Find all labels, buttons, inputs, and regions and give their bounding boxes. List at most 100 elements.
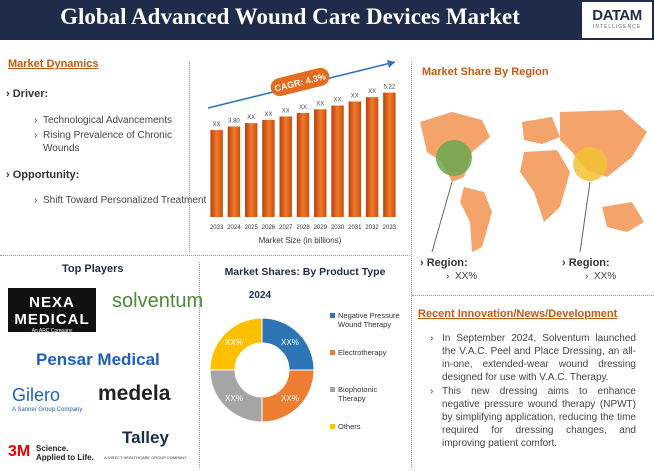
player-name: Pensar Medical	[36, 350, 160, 369]
value-label: XX	[264, 112, 272, 118]
page-title: Global Advanced Wound Care Devices Marke…	[60, 4, 520, 29]
divider	[412, 295, 654, 296]
world-map	[420, 110, 647, 253]
player-tagline: Science. Applied to Life.	[36, 444, 94, 462]
value-label: 5.22	[384, 85, 396, 91]
donut-chart: Market Shares: By Product Type 2024 XX% N…	[209, 266, 400, 431]
divider	[0, 255, 410, 256]
x-axis-label: Market Size (in billions)	[259, 236, 342, 245]
value-label: XX	[316, 101, 324, 107]
south-america	[460, 187, 492, 252]
driver-item: Rising Prevalence of Chronic Wounds	[34, 129, 188, 155]
player-logo: NEXA MEDICAL An ARC Company	[8, 288, 96, 334]
bar	[262, 119, 275, 217]
logo: DATAM INTELLIGENCE	[582, 2, 652, 38]
region-value: XX%	[585, 270, 616, 283]
cagr-badge-bg	[270, 67, 330, 97]
driver-item: Technological Advancements	[34, 114, 188, 127]
legend-swatch	[330, 387, 335, 392]
legend-label: Negative Pressure Wound Therapy	[338, 311, 400, 329]
player-tagline: A Sanner Group Company	[12, 407, 83, 413]
donut-segment	[209, 317, 263, 371]
player-tagline: An ARC Company	[31, 328, 73, 334]
divider	[199, 262, 200, 467]
opportunity-label: Opportunity:	[6, 169, 80, 181]
bar	[314, 109, 327, 217]
news-item: This new dressing aims to enhance negati…	[430, 385, 636, 450]
x-tick-label: 2025	[245, 225, 259, 231]
player-tagline: A DIRECT HEALTHCARE GROUP COMPANY	[104, 455, 187, 460]
section-title: Top Players	[62, 263, 124, 275]
section-title: Market Share By Region	[422, 66, 549, 78]
chart-subtitle: 2024	[249, 290, 272, 301]
region-highlight	[573, 147, 607, 181]
bar-chart: CAGR: 4.3% Market Size (in billions) XX 2…	[207, 60, 397, 245]
x-tick-label: 2031	[348, 225, 362, 231]
player-name: 3M	[8, 443, 31, 460]
value-label: XX	[334, 98, 342, 104]
x-tick-label: 2033	[383, 225, 397, 231]
region-label: Region:	[420, 257, 468, 269]
legend-label: Biophotonic Therapy	[338, 385, 377, 403]
x-tick-label: 2024	[227, 225, 241, 231]
news-list: In September 2024, Solventum launched th…	[430, 332, 636, 451]
value-label: XX%	[281, 338, 299, 347]
value-label: XX	[282, 108, 290, 114]
section-title: Market Dynamics	[8, 58, 99, 70]
bar	[331, 105, 344, 217]
opportunity-item: Shift Toward Personalized Treatment	[34, 194, 206, 207]
x-tick-label: 2030	[331, 225, 345, 231]
bar	[365, 97, 379, 217]
bar	[383, 92, 396, 217]
player-name: Talley	[122, 428, 169, 447]
bar	[348, 101, 362, 217]
value-label: XX%	[225, 338, 243, 347]
legend-swatch	[330, 424, 335, 429]
pointer	[579, 181, 591, 253]
legend-swatch	[330, 313, 335, 318]
bar	[210, 130, 223, 217]
news-item: In September 2024, Solventum launched th…	[430, 332, 636, 384]
driver-label: Driver:	[6, 88, 48, 100]
x-tick-label: 2027	[279, 225, 293, 231]
x-tick-label: 2023	[210, 225, 224, 231]
value-label: XX	[368, 89, 376, 95]
header-bar	[0, 0, 654, 40]
x-tick-label: 2026	[262, 225, 276, 231]
logo-subtext: INTELLIGENCE	[592, 24, 642, 30]
player-name: Gilero	[12, 385, 61, 405]
legend-swatch	[330, 350, 335, 355]
oceania	[602, 202, 644, 232]
value-label: XX%	[225, 394, 243, 403]
africa	[520, 150, 570, 222]
value-label: XX	[351, 93, 359, 99]
continents	[420, 110, 647, 252]
x-tick-label: 2028	[296, 225, 310, 231]
x-tick-label: 2032	[365, 225, 379, 231]
divider	[411, 62, 412, 467]
region-highlight	[436, 140, 472, 176]
value-label: XX	[213, 122, 221, 128]
legend-label: Others	[338, 422, 361, 431]
bar	[227, 126, 241, 217]
divider	[189, 62, 190, 252]
chart-title: Market Shares: By Product Type	[225, 266, 386, 278]
region-value: XX%	[446, 270, 477, 283]
cagr-badge: CAGR: 4.3%	[270, 67, 330, 97]
europe	[522, 117, 560, 144]
logo-text: DATAM	[592, 7, 642, 24]
pointer	[431, 181, 453, 253]
region-label: Region:	[562, 257, 610, 269]
bar	[279, 116, 292, 217]
player-name: medela	[98, 382, 171, 405]
section-title: Recent Innovation/News/Development	[418, 308, 618, 320]
value-label: XX%	[281, 394, 299, 403]
value-label: XX	[299, 105, 307, 111]
player-name: solventum	[112, 290, 204, 312]
player-name: NEXA MEDICAL	[14, 294, 90, 328]
bar	[296, 112, 310, 217]
trend-arrow-head	[387, 60, 395, 68]
value-label: XX	[247, 115, 255, 121]
x-tick-label: 2029	[314, 225, 328, 231]
